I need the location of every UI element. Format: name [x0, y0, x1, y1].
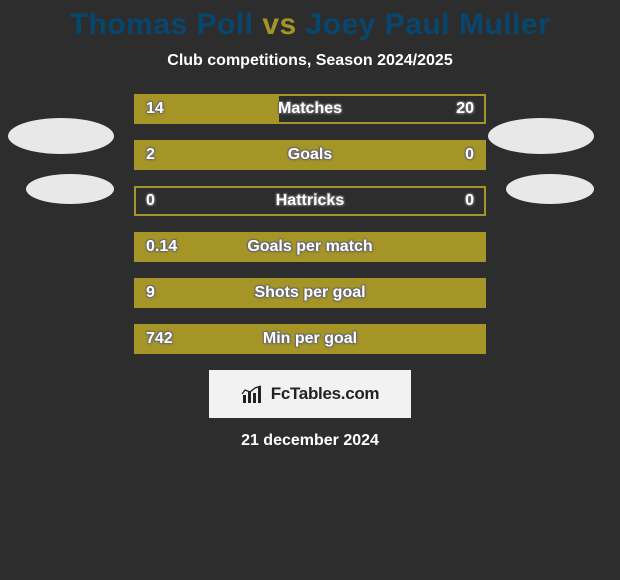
- stat-row: 0.14Goals per match: [134, 232, 486, 262]
- stat-value-right: 20: [456, 96, 474, 122]
- stat-label: Matches: [136, 96, 484, 122]
- stat-label: Min per goal: [136, 326, 484, 352]
- chart-icon: [241, 385, 267, 403]
- stat-row: 2Goals0: [134, 140, 486, 170]
- stat-value-right: 0: [465, 188, 474, 214]
- fctables-logo-box: FcTables.com: [209, 370, 411, 418]
- logo-text: FcTables.com: [271, 384, 380, 404]
- fctables-logo: FcTables.com: [241, 384, 380, 404]
- title-vs: vs: [254, 8, 306, 41]
- stat-value-right: 0: [465, 142, 474, 168]
- comparison-infographic: Thomas Poll vs Joey Paul Muller Club com…: [0, 0, 620, 580]
- player-1-avatar-secondary: [26, 174, 114, 204]
- stat-label: Hattricks: [136, 188, 484, 214]
- stat-row: 0Hattricks0: [134, 186, 486, 216]
- stat-label: Goals: [136, 142, 484, 168]
- title-player-1: Thomas Poll: [70, 8, 254, 41]
- stat-label: Shots per goal: [136, 280, 484, 306]
- stat-label: Goals per match: [136, 234, 484, 260]
- player-1-avatar: [8, 118, 114, 154]
- player-2-avatar: [488, 118, 594, 154]
- stat-row: 9Shots per goal: [134, 278, 486, 308]
- stat-row: 742Min per goal: [134, 324, 486, 354]
- date-label: 21 december 2024: [0, 432, 620, 450]
- subtitle: Club competitions, Season 2024/2025: [0, 52, 620, 70]
- player-2-avatar-secondary: [506, 174, 594, 204]
- stat-row: 14Matches20: [134, 94, 486, 124]
- title-player-2: Joey Paul Muller: [306, 8, 551, 41]
- page-title: Thomas Poll vs Joey Paul Muller: [0, 8, 620, 42]
